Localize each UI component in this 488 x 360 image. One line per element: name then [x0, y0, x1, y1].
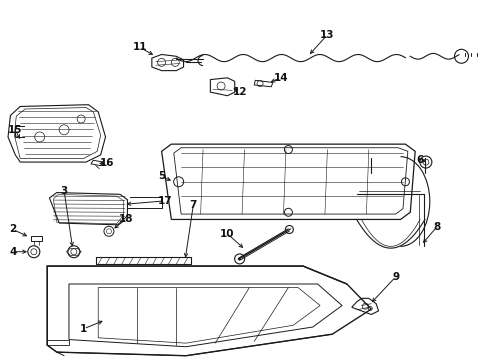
- Text: 4: 4: [9, 247, 17, 257]
- Text: 12: 12: [232, 87, 246, 97]
- Text: 1: 1: [80, 324, 87, 334]
- Text: 18: 18: [119, 214, 134, 224]
- Text: 7: 7: [189, 200, 197, 210]
- Text: 6: 6: [416, 155, 423, 165]
- Text: 15: 15: [8, 125, 22, 135]
- Text: 14: 14: [273, 73, 288, 83]
- Text: 10: 10: [220, 229, 234, 239]
- Text: 3: 3: [61, 186, 67, 196]
- Text: 5: 5: [158, 171, 165, 181]
- Text: 8: 8: [432, 222, 440, 231]
- Text: 16: 16: [100, 158, 114, 168]
- Text: 2: 2: [9, 225, 17, 234]
- Text: 17: 17: [158, 196, 172, 206]
- Text: 11: 11: [132, 42, 146, 52]
- Text: 13: 13: [320, 30, 334, 40]
- Text: 9: 9: [391, 272, 398, 282]
